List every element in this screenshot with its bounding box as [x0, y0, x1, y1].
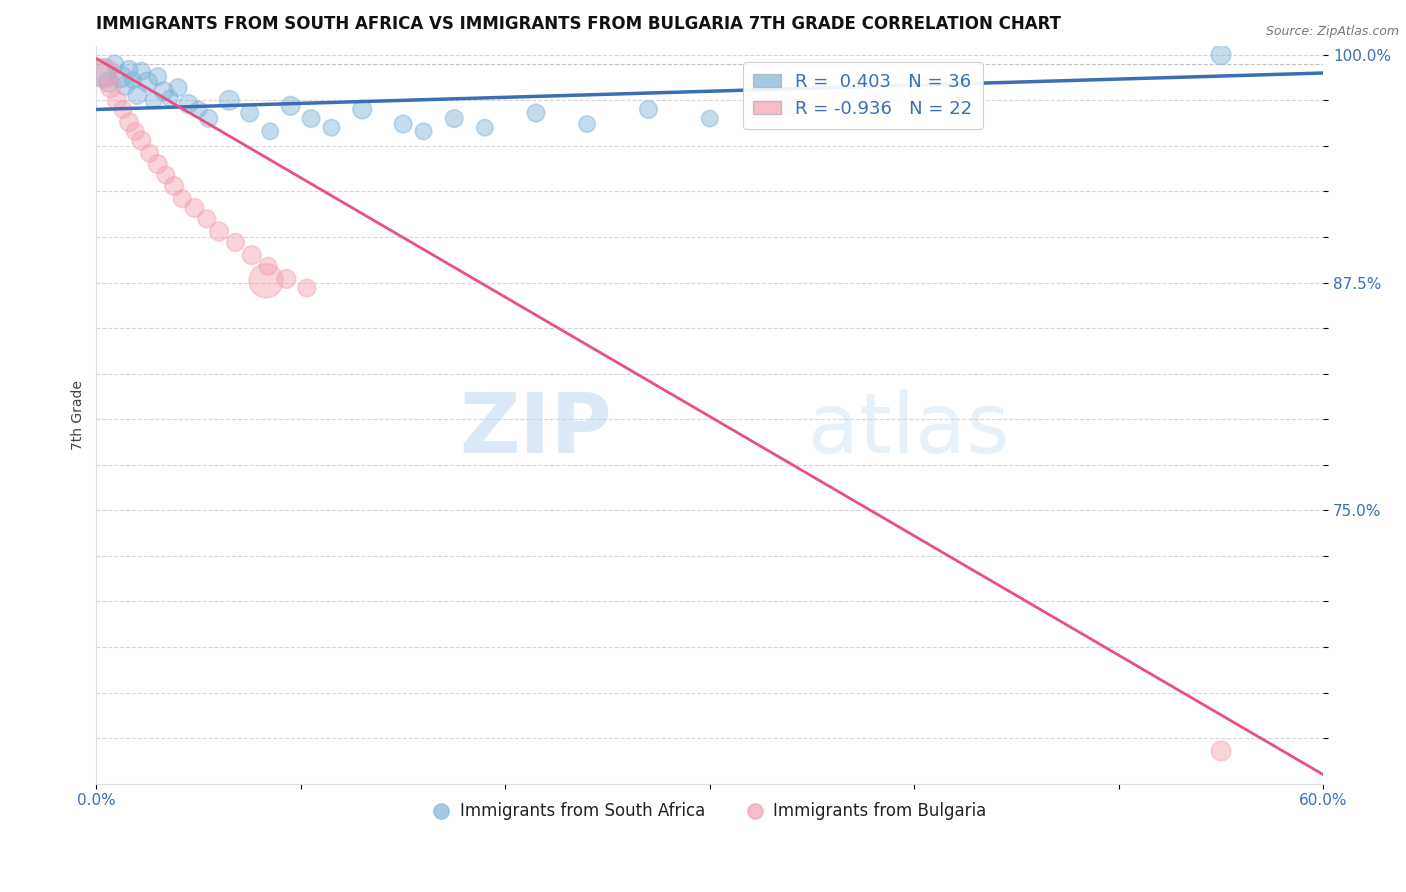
Point [138, 146, 160, 161]
Point [254, 274, 277, 288]
Point [97, 75, 120, 89]
Point [172, 192, 194, 206]
Point [1209, 744, 1232, 758]
Point [862, 93, 884, 107]
Point [167, 80, 190, 95]
Point [443, 112, 465, 126]
Point [699, 112, 721, 126]
Point [208, 225, 231, 239]
Point [198, 112, 221, 126]
Point [780, 99, 803, 113]
Point [392, 117, 415, 131]
Point [276, 272, 298, 286]
Point [127, 87, 149, 102]
Y-axis label: 7th Grade: 7th Grade [72, 380, 86, 450]
Legend: Immigrants from South Africa, Immigrants from Bulgaria: Immigrants from South Africa, Immigrants… [426, 796, 993, 827]
Point [299, 112, 322, 126]
Point [118, 115, 141, 129]
Point [131, 64, 153, 78]
Point [1209, 47, 1232, 62]
Point [146, 157, 169, 171]
Point [259, 124, 281, 138]
Text: atlas: atlas [808, 389, 1010, 470]
Point [100, 80, 122, 95]
Point [183, 201, 205, 215]
Point [93, 66, 115, 80]
Point [239, 106, 262, 120]
Point [240, 248, 263, 262]
Point [114, 78, 136, 93]
Point [155, 168, 177, 182]
Point [195, 211, 218, 226]
Text: ZIP: ZIP [460, 389, 612, 470]
Point [524, 106, 547, 120]
Point [136, 75, 159, 89]
Point [177, 97, 200, 112]
Point [576, 117, 599, 131]
Point [111, 103, 134, 117]
Point [187, 103, 209, 117]
Point [280, 99, 302, 113]
Point [295, 281, 318, 295]
Point [118, 62, 141, 77]
Point [146, 70, 169, 84]
Point [257, 259, 280, 273]
Point [131, 133, 153, 147]
Point [218, 93, 240, 107]
Point [142, 93, 165, 107]
Point [153, 84, 176, 98]
Text: IMMIGRANTS FROM SOUTH AFRICA VS IMMIGRANTS FROM BULGARIA 7TH GRADE CORRELATION C: IMMIGRANTS FROM SOUTH AFRICA VS IMMIGRAN… [97, 15, 1062, 33]
Point [104, 57, 127, 71]
Text: Source: ZipAtlas.com: Source: ZipAtlas.com [1265, 25, 1399, 38]
Point [474, 120, 496, 135]
Point [122, 73, 145, 87]
Point [110, 70, 132, 84]
Point [105, 93, 128, 107]
Point [159, 91, 181, 105]
Point [637, 103, 659, 117]
Point [412, 124, 434, 138]
Point [224, 235, 246, 250]
Point [124, 124, 146, 138]
Point [352, 103, 374, 117]
Point [163, 179, 186, 194]
Point [91, 66, 114, 80]
Point [321, 120, 343, 135]
